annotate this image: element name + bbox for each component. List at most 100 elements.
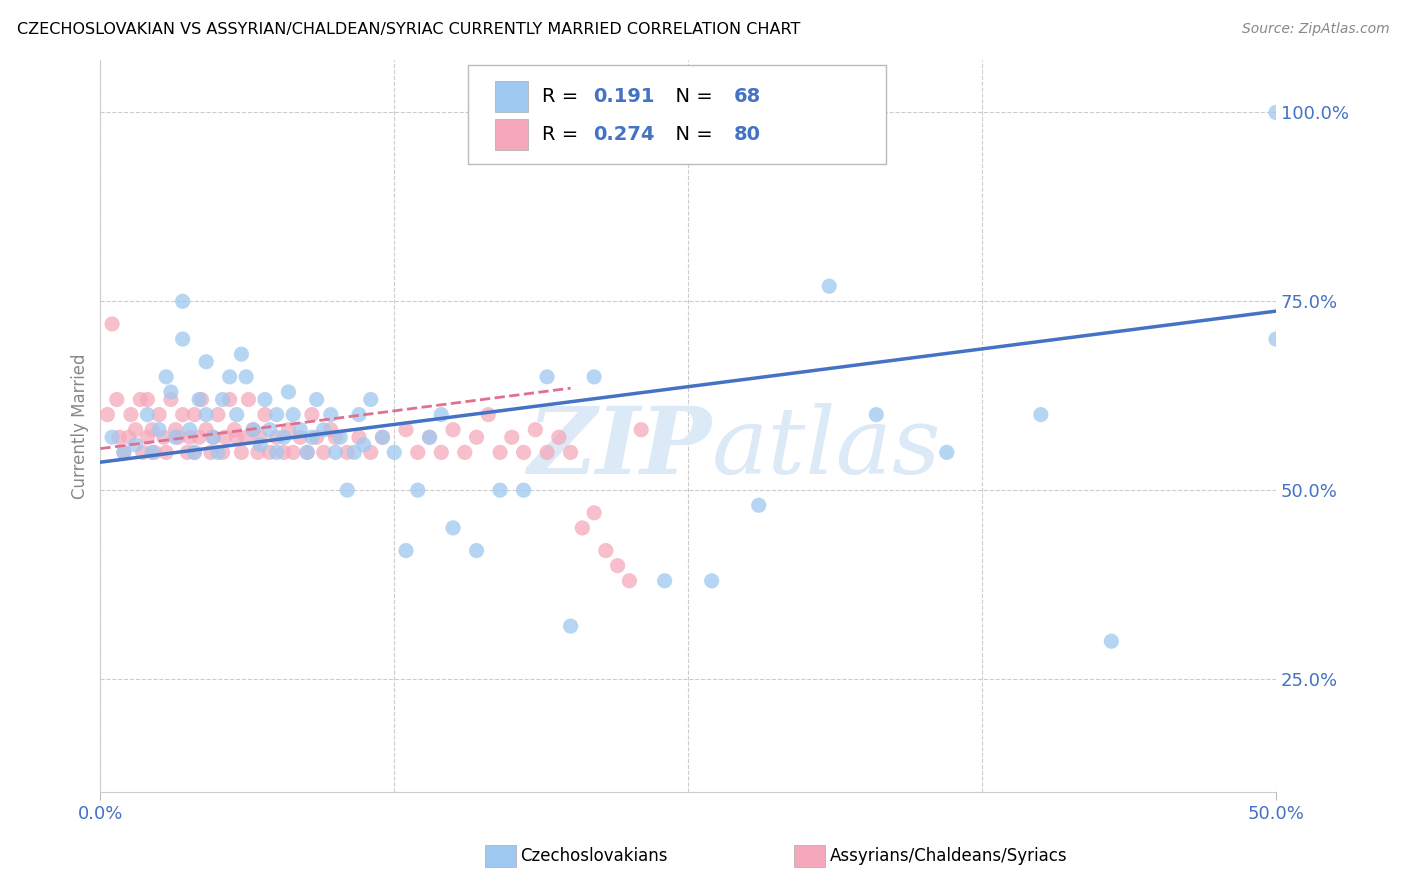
Point <box>129 392 152 407</box>
Point <box>172 294 194 309</box>
Point <box>131 445 153 459</box>
Point <box>155 369 177 384</box>
Point <box>406 483 429 497</box>
Point <box>606 558 628 573</box>
Point <box>246 445 269 459</box>
Point <box>211 392 233 407</box>
Point <box>281 408 304 422</box>
Point <box>1265 332 1288 346</box>
Point <box>231 347 253 361</box>
Point <box>583 369 606 384</box>
Point <box>253 392 276 407</box>
Point <box>489 445 512 459</box>
Point <box>167 430 190 444</box>
Point <box>297 445 319 459</box>
Text: Source: ZipAtlas.com: Source: ZipAtlas.com <box>1241 22 1389 37</box>
Point <box>153 430 176 444</box>
Point <box>218 369 240 384</box>
Point <box>347 408 370 422</box>
Point <box>179 423 201 437</box>
Text: 68: 68 <box>734 87 761 106</box>
Point <box>371 430 394 444</box>
FancyBboxPatch shape <box>468 65 886 163</box>
Point <box>108 430 131 444</box>
Text: N =: N = <box>664 125 720 144</box>
Point <box>207 408 229 422</box>
Point <box>143 445 166 459</box>
Point <box>259 423 281 437</box>
Point <box>172 408 194 422</box>
Point <box>148 423 170 437</box>
Point <box>654 574 676 588</box>
Point <box>101 430 124 444</box>
Point <box>347 430 370 444</box>
Point <box>202 430 225 444</box>
Point <box>319 408 342 422</box>
Point <box>465 430 488 444</box>
Point <box>155 445 177 459</box>
Point <box>160 384 183 399</box>
Text: R =: R = <box>543 87 585 106</box>
Point <box>214 430 236 444</box>
Point <box>160 392 183 407</box>
Point <box>195 355 218 369</box>
Point <box>619 574 641 588</box>
Point <box>382 445 405 459</box>
Point <box>441 521 464 535</box>
Point <box>547 430 569 444</box>
Point <box>305 430 328 444</box>
Point <box>273 430 295 444</box>
Point <box>225 408 247 422</box>
Point <box>281 445 304 459</box>
Point <box>1099 634 1122 648</box>
Point <box>188 392 211 407</box>
Point <box>325 445 347 459</box>
Point <box>418 430 440 444</box>
Point <box>360 445 382 459</box>
Point <box>418 430 440 444</box>
Point <box>571 521 593 535</box>
Point <box>124 438 146 452</box>
Point <box>273 445 295 459</box>
Point <box>172 332 194 346</box>
Point <box>259 445 281 459</box>
Point <box>183 445 205 459</box>
Point <box>176 445 198 459</box>
Point <box>700 574 723 588</box>
Point <box>536 445 558 459</box>
Point <box>195 423 218 437</box>
Point <box>124 423 146 437</box>
Point <box>235 430 257 444</box>
Point <box>207 445 229 459</box>
Point <box>329 430 352 444</box>
Point <box>512 445 534 459</box>
Point <box>371 430 394 444</box>
Point <box>224 423 246 437</box>
Point <box>112 445 135 459</box>
Point <box>560 619 582 633</box>
Point <box>290 430 312 444</box>
Point <box>336 445 359 459</box>
Point <box>195 408 218 422</box>
Point <box>353 438 375 452</box>
Text: N =: N = <box>664 87 720 106</box>
Text: CZECHOSLOVAKIAN VS ASSYRIAN/CHALDEAN/SYRIAC CURRENTLY MARRIED CORRELATION CHART: CZECHOSLOVAKIAN VS ASSYRIAN/CHALDEAN/SYR… <box>17 22 800 37</box>
Point <box>748 498 770 512</box>
Point <box>501 430 523 444</box>
Point <box>249 430 271 444</box>
Point <box>477 408 499 422</box>
Text: atlas: atlas <box>711 403 941 493</box>
Point <box>305 392 328 407</box>
Point <box>183 445 205 459</box>
Point <box>454 445 477 459</box>
Point <box>560 445 582 459</box>
Bar <box>495 119 529 150</box>
Point <box>112 445 135 459</box>
Point <box>512 483 534 497</box>
Point <box>1029 408 1052 422</box>
Point <box>865 408 887 422</box>
Point <box>297 445 319 459</box>
Point <box>301 408 323 422</box>
Point <box>430 445 453 459</box>
Text: ZIP: ZIP <box>527 403 711 493</box>
